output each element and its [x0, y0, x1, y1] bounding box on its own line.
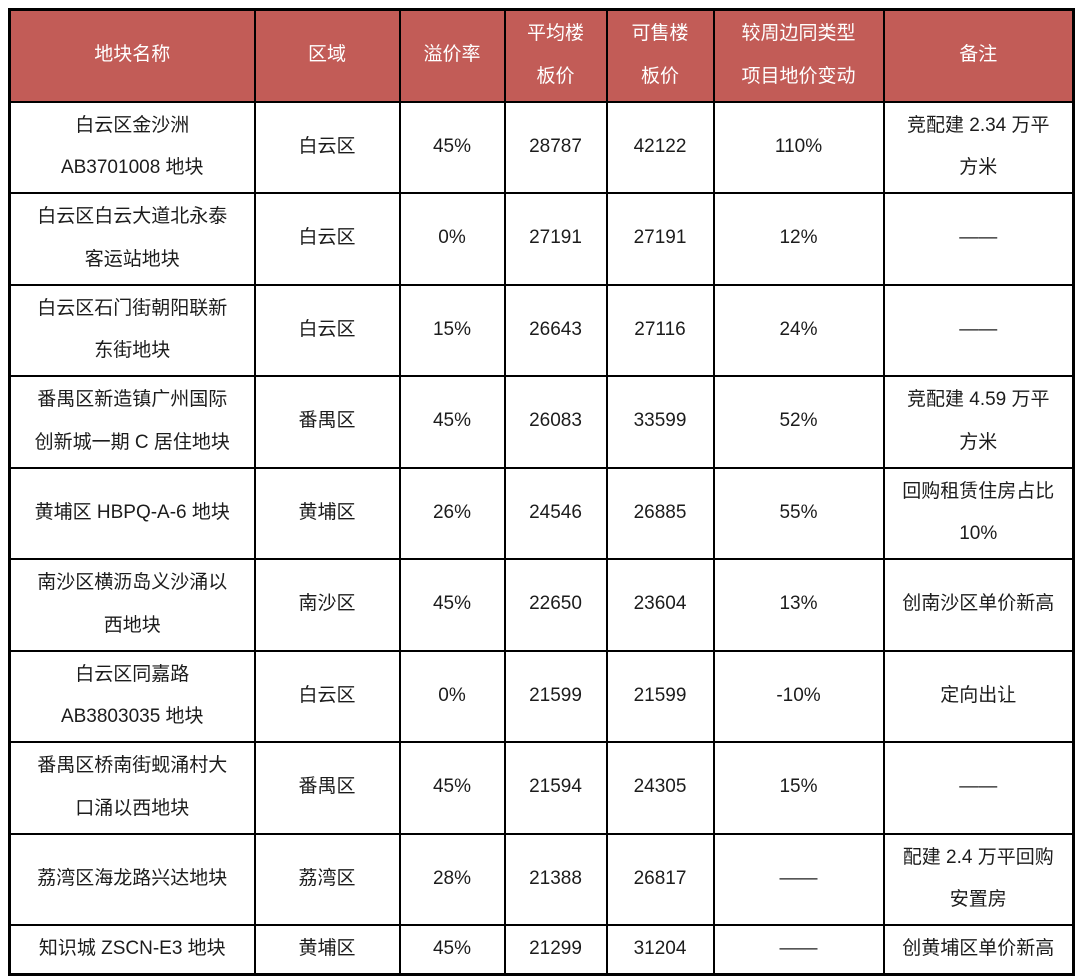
cell-price-change: —— [712, 832, 885, 926]
cell-remark: —— [882, 283, 1075, 377]
cell-price-change: 52% [712, 375, 885, 469]
cell-remark: 配建 2.4 万平回购 安置房 [882, 832, 1075, 926]
cell-premium-rate: 28% [398, 832, 506, 926]
land-plot-table: 地块名称 区域 溢价率 平均楼 板价 可售楼 板价 较周边同类型 项目地价变动 备注 白云区… [8, 8, 1075, 976]
cell-remark: 竞配建 2.34 万平 方米 [882, 100, 1075, 194]
cell-premium-rate: 0% [398, 649, 506, 743]
cell-plot-name: 番禺区桥南街蚬涌村大 口涌以西地块 [8, 741, 256, 835]
cell-sellable-floor-price: 21599 [605, 649, 715, 743]
header-row: 地块名称 区域 溢价率 平均楼 板价 可售楼 板价 较周边同类型 项目地价变动 备注 [8, 8, 1075, 103]
column-header-avg-floor-price: 平均楼 板价 [503, 8, 608, 103]
table-row: 白云区白云大道北永泰 客运站地块 白云区 0% 27191 27191 12% —— [8, 192, 1075, 286]
cell-remark: —— [882, 741, 1075, 835]
cell-plot-name: 荔湾区海龙路兴达地块 [8, 832, 256, 926]
cell-district: 荔湾区 [253, 832, 401, 926]
table-row: 番禺区桥南街蚬涌村大 口涌以西地块 番禺区 45% 21594 24305 15% —— [8, 741, 1075, 835]
cell-price-change: -10% [712, 649, 885, 743]
table-row: 荔湾区海龙路兴达地块 荔湾区 28% 21388 26817 —— 配建 2.4 万平回购 … [8, 832, 1075, 926]
cell-plot-name: 番禺区新造镇广州国际 创新城一期 C 居住地块 [8, 375, 256, 469]
cell-district: 番禺区 [253, 375, 401, 469]
cell-district: 白云区 [253, 649, 401, 743]
column-header-premium-rate: 溢价率 [398, 8, 506, 103]
cell-avg-floor-price: 21599 [503, 649, 608, 743]
cell-plot-name: 南沙区横沥岛义沙涌以 西地块 [8, 558, 256, 652]
cell-price-change: 110% [712, 100, 885, 194]
cell-avg-floor-price: 22650 [503, 558, 608, 652]
column-header-remark: 备注 [882, 8, 1075, 103]
cell-remark: —— [882, 192, 1075, 286]
table-row: 白云区金沙洲 AB3701008 地块 白云区 45% 28787 42122 110% 竞… [8, 100, 1075, 194]
cell-price-change: 55% [712, 466, 885, 560]
cell-premium-rate: 45% [398, 741, 506, 835]
cell-remark: 创黄埔区单价新高 [882, 923, 1075, 976]
table-row: 白云区石门街朝阳联新 东街地块 白云区 15% 26643 27116 24% —— [8, 283, 1075, 377]
cell-remark: 定向出让 [882, 649, 1075, 743]
cell-sellable-floor-price: 23604 [605, 558, 715, 652]
cell-district: 南沙区 [253, 558, 401, 652]
cell-avg-floor-price: 28787 [503, 100, 608, 194]
cell-plot-name: 白云区石门街朝阳联新 东街地块 [8, 283, 256, 377]
cell-premium-rate: 26% [398, 466, 506, 560]
cell-avg-floor-price: 27191 [503, 192, 608, 286]
cell-sellable-floor-price: 26817 [605, 832, 715, 926]
table-row: 黄埔区 HBPQ-A-6 地块 黄埔区 26% 24546 26885 55% 回购租赁住房… [8, 466, 1075, 560]
cell-price-change: 15% [712, 741, 885, 835]
cell-avg-floor-price: 24546 [503, 466, 608, 560]
cell-remark: 回购租赁住房占比 10% [882, 466, 1075, 560]
cell-price-change: 24% [712, 283, 885, 377]
cell-district: 白云区 [253, 100, 401, 194]
cell-remark: 创南沙区单价新高 [882, 558, 1075, 652]
cell-premium-rate: 45% [398, 375, 506, 469]
cell-plot-name: 白云区同嘉路 AB3803035 地块 [8, 649, 256, 743]
cell-sellable-floor-price: 33599 [605, 375, 715, 469]
cell-premium-rate: 15% [398, 283, 506, 377]
cell-avg-floor-price: 21388 [503, 832, 608, 926]
cell-premium-rate: 45% [398, 100, 506, 194]
cell-sellable-floor-price: 26885 [605, 466, 715, 560]
cell-price-change: 12% [712, 192, 885, 286]
cell-plot-name: 黄埔区 HBPQ-A-6 地块 [8, 466, 256, 560]
cell-district: 黄埔区 [253, 466, 401, 560]
cell-sellable-floor-price: 27191 [605, 192, 715, 286]
cell-district: 白云区 [253, 192, 401, 286]
cell-plot-name: 白云区白云大道北永泰 客运站地块 [8, 192, 256, 286]
table-row: 白云区同嘉路 AB3803035 地块 白云区 0% 21599 21599 -10% 定向… [8, 649, 1075, 743]
column-header-district: 区域 [253, 8, 401, 103]
column-header-price-change: 较周边同类型 项目地价变动 [712, 8, 885, 103]
table-row: 番禺区新造镇广州国际 创新城一期 C 居住地块 番禺区 45% 26083 33599 5… [8, 375, 1075, 469]
table-body: 白云区金沙洲 AB3701008 地块 白云区 45% 28787 42122 110% 竞… [8, 100, 1075, 976]
cell-premium-rate: 0% [398, 192, 506, 286]
cell-avg-floor-price: 21594 [503, 741, 608, 835]
cell-avg-floor-price: 26083 [503, 375, 608, 469]
cell-avg-floor-price: 26643 [503, 283, 608, 377]
table-row: 南沙区横沥岛义沙涌以 西地块 南沙区 45% 22650 23604 13% 创南沙区单价新… [8, 558, 1075, 652]
cell-price-change: 13% [712, 558, 885, 652]
cell-sellable-floor-price: 27116 [605, 283, 715, 377]
cell-district: 番禺区 [253, 741, 401, 835]
cell-district: 白云区 [253, 283, 401, 377]
cell-sellable-floor-price: 24305 [605, 741, 715, 835]
cell-premium-rate: 45% [398, 558, 506, 652]
cell-sellable-floor-price: 42122 [605, 100, 715, 194]
column-header-sellable-floor-price: 可售楼 板价 [605, 8, 715, 103]
cell-remark: 竞配建 4.59 万平 方米 [882, 375, 1075, 469]
column-header-plot-name: 地块名称 [8, 8, 256, 103]
cell-plot-name: 白云区金沙洲 AB3701008 地块 [8, 100, 256, 194]
